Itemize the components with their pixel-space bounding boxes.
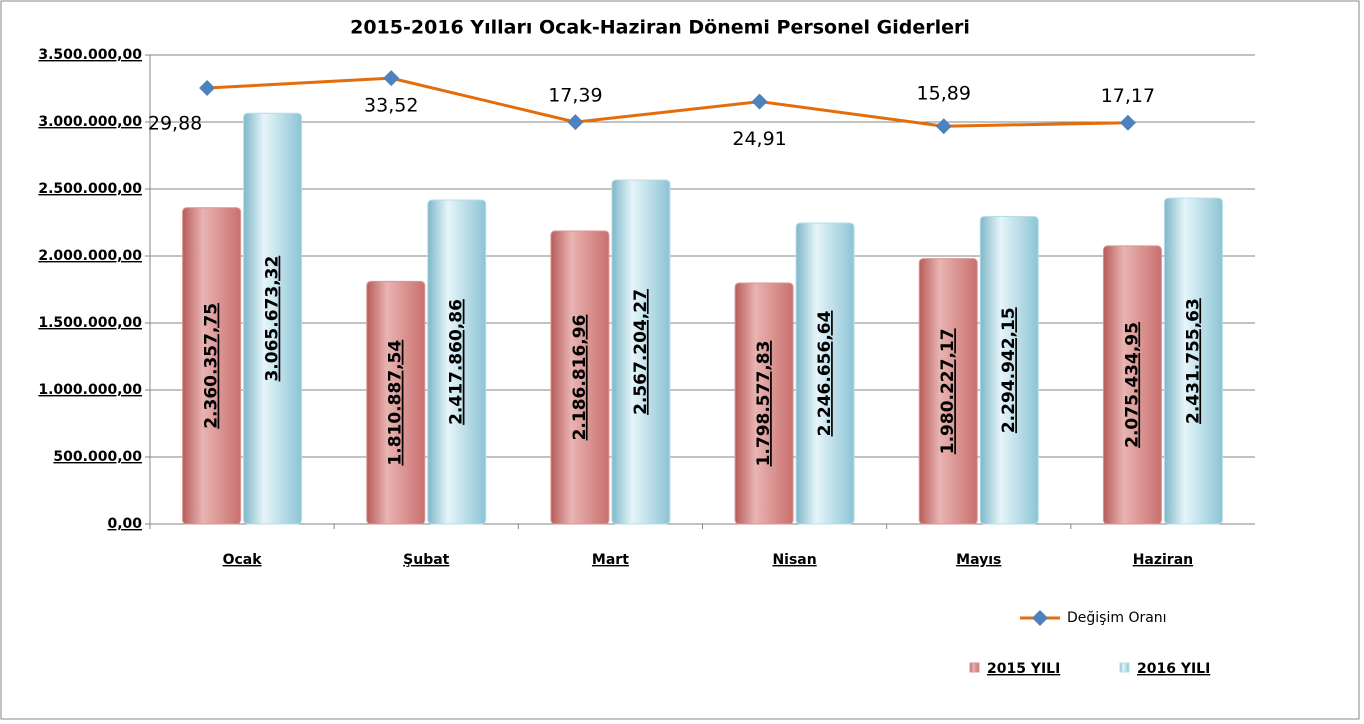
- y-tick-label: 3.000.000,00: [38, 114, 142, 130]
- bar: [1102, 245, 1162, 525]
- bar: [550, 230, 610, 525]
- bar-value-label: 2.186.816,96: [570, 315, 590, 441]
- line-value-label: 17,17: [1101, 85, 1155, 107]
- line-marker: [199, 80, 216, 97]
- bar-value-label: 1.980.227,17: [938, 328, 958, 454]
- legend-label: 2015 YILI: [987, 661, 1060, 677]
- y-tick-label: 3.500.000,00: [38, 47, 142, 63]
- line-marker: [935, 118, 952, 135]
- bar-value-label: 3.065.673,32: [263, 256, 283, 382]
- bar-value-label: 2.294.942,15: [999, 307, 1019, 433]
- y-tick-label: 500.000,00: [53, 449, 142, 465]
- line-marker: [567, 114, 584, 131]
- bar: [182, 207, 242, 525]
- y-tick-label: 1.500.000,00: [38, 315, 142, 331]
- line-marker: [1119, 114, 1136, 131]
- legend-label: 2016 YILI: [1137, 661, 1210, 677]
- line-marker: [751, 93, 768, 110]
- x-tick-label: Şubat: [403, 552, 450, 568]
- x-tick-label: Haziran: [1133, 552, 1193, 568]
- bar: [427, 199, 487, 525]
- bar-value-label: 2.417.860,86: [447, 299, 467, 425]
- line-value-label: 33,52: [364, 95, 418, 117]
- bar: [611, 179, 671, 525]
- bar-value-label: 2.360.357,75: [202, 303, 222, 429]
- line: [207, 76, 1128, 128]
- bar: [243, 112, 303, 525]
- legend-swatch: [969, 662, 980, 673]
- y-tick-label: 0,00: [107, 516, 142, 532]
- line-value-label: 15,89: [917, 83, 971, 105]
- x-tick-label: Ocak: [223, 552, 263, 568]
- line-value-label: 17,39: [548, 85, 602, 107]
- bar-value-label: 2.431.755,63: [1183, 298, 1203, 424]
- y-tick-label: 2.000.000,00: [38, 248, 142, 264]
- x-tick-label: Mart: [592, 552, 629, 568]
- y-tick-label: 1.000.000,00: [38, 382, 142, 398]
- legend-marker: [1032, 610, 1048, 626]
- bar: [366, 280, 426, 525]
- bar-value-label: 1.810.887,54: [386, 340, 406, 466]
- y-tick-label: 2.500.000,00: [38, 181, 142, 197]
- bar: [918, 258, 978, 525]
- line-marker: [383, 70, 400, 87]
- legend-label: Değişim Oranı: [1067, 610, 1167, 626]
- line-value-label: 24,91: [732, 128, 786, 150]
- bar: [734, 282, 794, 525]
- line-value-label: 29,88: [148, 113, 202, 135]
- bar: [795, 222, 855, 525]
- bar-value-label: 2.567.204,27: [631, 289, 651, 415]
- x-tick-label: Nisan: [772, 552, 816, 568]
- bar: [1163, 197, 1223, 525]
- x-tick-label: Mayıs: [956, 552, 1001, 568]
- chart-title: 2015-2016 Yılları Ocak-Haziran Dönemi Pe…: [350, 17, 970, 39]
- bar-value-label: 1.798.577,83: [754, 341, 774, 467]
- bar-value-label: 2.075.434,95: [1122, 322, 1142, 448]
- bar: [979, 215, 1039, 525]
- legend-swatch: [1119, 662, 1130, 673]
- bar-value-label: 2.246.656,64: [815, 310, 835, 436]
